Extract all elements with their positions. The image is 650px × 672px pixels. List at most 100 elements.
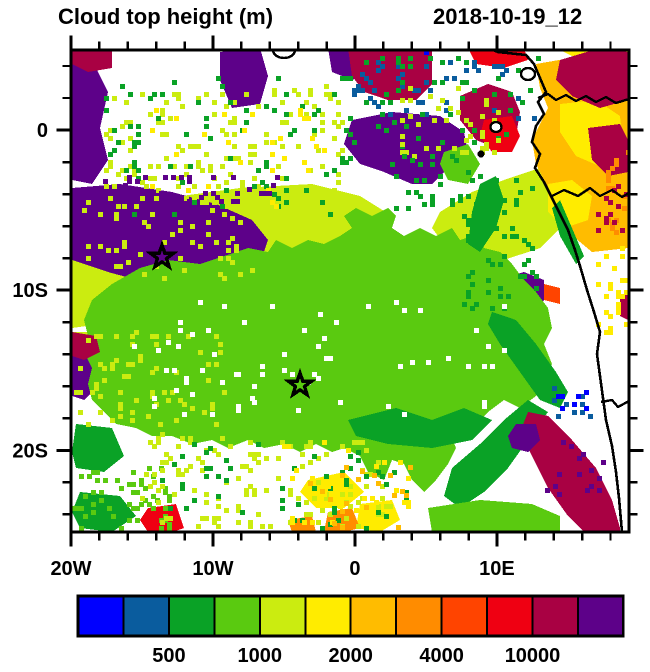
speckle bbox=[552, 398, 557, 403]
speckle bbox=[396, 88, 401, 93]
speckle bbox=[380, 484, 385, 489]
speckle bbox=[518, 190, 523, 195]
speckle bbox=[152, 396, 157, 401]
speckle bbox=[130, 410, 135, 415]
speckle bbox=[135, 490, 140, 495]
speckle bbox=[244, 492, 249, 497]
speckle bbox=[180, 482, 185, 487]
speckle bbox=[312, 132, 317, 137]
speckle bbox=[324, 474, 329, 479]
colorbar-cell-5 bbox=[304, 595, 352, 637]
speckle bbox=[581, 452, 586, 457]
speckle bbox=[388, 504, 393, 509]
speckle bbox=[127, 518, 132, 523]
speckle bbox=[280, 176, 285, 181]
speckle bbox=[131, 470, 136, 475]
speckle bbox=[136, 140, 141, 145]
speckle bbox=[160, 108, 165, 113]
speckle bbox=[438, 174, 443, 179]
speckle bbox=[416, 136, 421, 141]
speckle bbox=[212, 200, 217, 205]
speckle bbox=[74, 390, 79, 395]
speckle bbox=[328, 212, 333, 217]
speckle bbox=[164, 516, 169, 521]
speckle bbox=[170, 390, 175, 395]
speckle bbox=[132, 144, 137, 149]
speckle bbox=[276, 196, 281, 201]
speckle bbox=[256, 200, 261, 205]
speckle bbox=[320, 164, 325, 169]
speckle bbox=[336, 100, 341, 105]
speckle bbox=[280, 486, 285, 491]
speckle bbox=[404, 493, 409, 498]
speckle bbox=[470, 222, 475, 227]
speckle bbox=[326, 484, 331, 489]
speckle bbox=[464, 60, 469, 65]
speckle bbox=[410, 158, 415, 163]
speckle bbox=[496, 76, 501, 81]
speckle bbox=[204, 516, 209, 521]
speckle bbox=[159, 191, 164, 196]
speckle bbox=[228, 100, 233, 105]
speckle bbox=[332, 120, 337, 125]
speckle bbox=[150, 370, 155, 375]
speckle bbox=[478, 174, 483, 179]
speckle bbox=[356, 477, 361, 482]
speckle bbox=[316, 376, 321, 381]
speckle bbox=[182, 268, 187, 273]
speckle bbox=[502, 348, 507, 353]
speckle bbox=[472, 64, 477, 69]
speckle bbox=[83, 514, 88, 519]
speckle bbox=[308, 481, 313, 486]
speckle bbox=[348, 484, 353, 489]
speckle bbox=[474, 328, 479, 333]
speckle bbox=[274, 204, 279, 209]
speckle bbox=[308, 444, 313, 449]
speckle bbox=[597, 476, 602, 481]
speckle bbox=[312, 112, 317, 117]
speckle bbox=[418, 162, 423, 167]
speckle bbox=[114, 248, 119, 253]
speckle bbox=[156, 188, 161, 193]
speckle bbox=[211, 175, 216, 180]
speckle bbox=[585, 488, 590, 493]
speckle bbox=[180, 180, 185, 185]
speckle bbox=[480, 134, 485, 139]
speckle bbox=[300, 192, 305, 197]
speckle bbox=[126, 362, 131, 367]
speckle bbox=[180, 104, 185, 109]
speckle bbox=[608, 314, 613, 319]
speckle bbox=[328, 96, 333, 101]
speckle bbox=[312, 486, 317, 491]
speckle bbox=[388, 112, 393, 117]
speckle-midright-green bbox=[390, 154, 483, 211]
speckle bbox=[472, 140, 477, 145]
speckle bbox=[324, 496, 329, 501]
speckle bbox=[332, 521, 337, 526]
speckle bbox=[248, 144, 253, 149]
speckle bbox=[438, 182, 443, 187]
speckle bbox=[135, 506, 140, 511]
speckle bbox=[162, 390, 167, 395]
speckle bbox=[192, 442, 197, 447]
colorbar-cell-9 bbox=[486, 595, 534, 637]
speckle bbox=[456, 86, 461, 91]
speckle bbox=[232, 120, 237, 125]
speckle bbox=[224, 458, 229, 463]
speckle bbox=[390, 162, 395, 167]
speckle bbox=[376, 60, 381, 65]
speckle bbox=[402, 412, 407, 417]
speckle bbox=[210, 406, 215, 411]
speckle bbox=[86, 256, 91, 261]
speckle bbox=[228, 466, 233, 471]
speckle bbox=[430, 162, 435, 167]
speckle bbox=[348, 454, 353, 459]
speckle bbox=[232, 144, 237, 149]
speckle bbox=[492, 64, 497, 69]
speckle bbox=[168, 116, 173, 121]
speckle bbox=[78, 410, 83, 415]
speckle bbox=[196, 456, 201, 461]
colorbar-cell-3 bbox=[213, 595, 261, 637]
speckle bbox=[466, 294, 471, 299]
speckle bbox=[620, 254, 625, 259]
